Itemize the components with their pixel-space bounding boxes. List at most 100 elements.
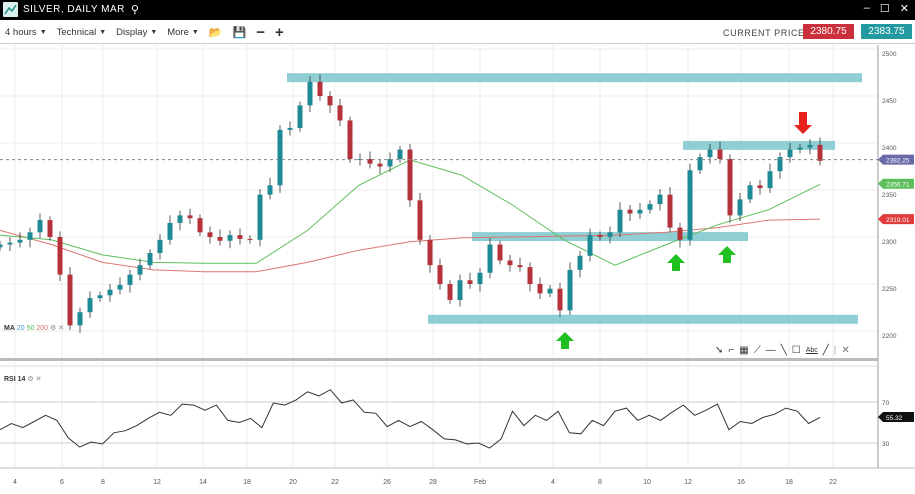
candle-body — [727, 158, 733, 216]
candle-body — [447, 284, 453, 300]
candle-body — [157, 239, 163, 253]
candle-body — [397, 149, 403, 159]
technical-label: Technical — [56, 26, 97, 38]
candle-body — [527, 267, 533, 284]
y-tick-label: 2350 — [882, 192, 897, 199]
support-resistance-zone — [428, 314, 858, 324]
candle-body — [777, 157, 783, 172]
rsi-label: RSI 14 — [4, 376, 26, 383]
more-dropdown[interactable]: More ▼ — [167, 27, 199, 38]
ma200-tag-text: 2319.01 — [886, 217, 910, 224]
ma50-tag — [878, 178, 914, 189]
minimize-button[interactable]: – — [863, 2, 870, 14]
close-button[interactable]: ✕ — [899, 3, 909, 15]
bid-price-button[interactable]: 2380.75 — [803, 24, 854, 39]
candle-body — [477, 272, 483, 284]
candle-body — [7, 242, 13, 245]
x-tick-label: 14 — [199, 479, 207, 486]
candle-body — [337, 105, 343, 121]
candle-body — [67, 274, 73, 326]
candle-body — [647, 204, 653, 210]
search-icon[interactable]: ⚲ — [130, 4, 139, 16]
candle-body — [757, 185, 763, 189]
cursor-icon[interactable]: ➘ — [715, 345, 724, 356]
close-icon[interactable]: ✕ — [841, 345, 850, 356]
candle-body — [307, 81, 313, 106]
horizontal-line-icon[interactable]: — — [765, 345, 776, 356]
display-dropdown[interactable]: Display ▼ — [116, 27, 157, 38]
candle-body — [257, 194, 263, 240]
y-tick-label: 2400 — [882, 145, 897, 152]
up-arrow-marker — [667, 254, 685, 271]
support-resistance-zone — [683, 140, 835, 150]
candle-body — [677, 227, 683, 240]
close-icon[interactable]: ✕ — [35, 376, 42, 383]
candle-body — [237, 235, 243, 239]
chevron-down-icon: ▼ — [99, 28, 107, 36]
candle-body — [597, 235, 603, 237]
candle-body — [717, 149, 723, 159]
folder-icon[interactable]: 📂 — [208, 26, 223, 39]
drawing-toolbar: ➘ ⌐ ▦ ⟋ — ╲ ☐ Abc ╱ | ✕ — [715, 345, 850, 356]
candle-body — [197, 218, 203, 233]
fibonacci-icon[interactable]: ▦ — [739, 345, 749, 356]
text-icon[interactable]: Abc — [805, 347, 818, 354]
title-bar: SILVER, DAILY MAR ⚲ – ☐ ✕ — [0, 0, 915, 20]
curve-icon[interactable]: ⌐ — [728, 345, 735, 356]
gear-icon[interactable]: ⚙ — [27, 376, 34, 383]
candle-body — [97, 295, 103, 299]
candle-body — [797, 147, 803, 150]
candle-body — [467, 280, 473, 284]
ask-price-button[interactable]: 2383.75 — [861, 24, 912, 39]
ma50-label: 50 — [26, 325, 35, 332]
ma-legend: MA 20 50 200 ⚙ ✕ — [4, 324, 64, 332]
pane-separator — [0, 358, 878, 361]
x-tick-label: Feb — [474, 479, 486, 486]
candle-body — [327, 96, 333, 106]
candle-body — [277, 129, 283, 186]
x-tick-label: 8 — [598, 479, 602, 486]
rectangle-icon[interactable]: ☐ — [791, 345, 801, 356]
candle-body — [657, 194, 663, 205]
candle-body — [537, 284, 543, 294]
x-tick-label: 18 — [785, 479, 793, 486]
x-tick-label: 26 — [383, 479, 391, 486]
candle-body — [617, 209, 623, 233]
candle-body — [437, 265, 443, 284]
x-tick-label: 12 — [684, 479, 692, 486]
up-arrow-marker — [718, 246, 736, 263]
candle-body — [247, 238, 253, 240]
x-tick-label: 18 — [243, 479, 251, 486]
close-icon[interactable]: ✕ — [58, 325, 65, 332]
maximize-button[interactable]: ☐ — [879, 3, 890, 15]
candle-body — [347, 120, 353, 159]
fan-icon[interactable]: ⟋ — [753, 345, 761, 356]
ma20-label: 20 — [16, 325, 25, 332]
candle-body — [227, 235, 233, 241]
ma-label: MA — [4, 325, 15, 332]
candle-body — [37, 220, 43, 233]
candle-body — [317, 81, 323, 96]
zoom-in-button[interactable]: + — [275, 23, 284, 41]
candle-body — [547, 288, 553, 294]
candle-body — [77, 312, 83, 326]
trend-line-icon[interactable]: ╲ — [780, 345, 787, 356]
candle-body — [587, 235, 593, 256]
candle-body — [187, 215, 193, 219]
up-arrow-marker — [556, 332, 574, 349]
gear-icon[interactable]: ⚙ — [49, 325, 57, 332]
zoom-out-button[interactable]: − — [256, 23, 266, 41]
candle-body — [57, 237, 63, 275]
interval-dropdown[interactable]: 4 hours ▼ — [5, 27, 47, 38]
x-tick-label: 28 — [429, 479, 437, 486]
candle-body — [177, 215, 183, 223]
x-tick-label: 8 — [101, 479, 105, 486]
candle-body — [217, 237, 223, 241]
candle-body — [497, 244, 503, 261]
line-icon[interactable]: ╱ — [822, 345, 829, 356]
technical-dropdown[interactable]: Technical ▼ — [57, 27, 107, 38]
window-title: SILVER, DAILY MAR — [23, 4, 125, 15]
save-icon[interactable]: 💾 — [232, 26, 247, 39]
ma200-line — [0, 218, 821, 273]
